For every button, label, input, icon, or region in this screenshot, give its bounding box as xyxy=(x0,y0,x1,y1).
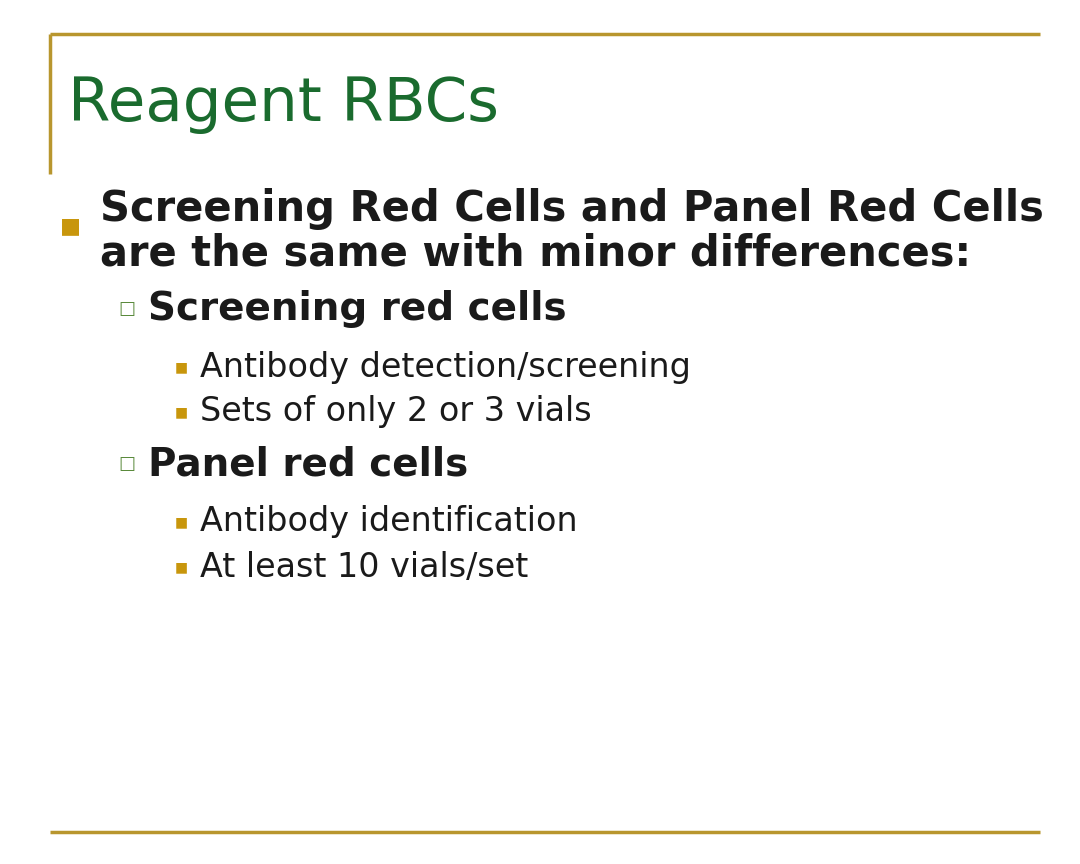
Text: Antibody detection/screening: Antibody detection/screening xyxy=(200,351,691,384)
Text: ■: ■ xyxy=(175,405,188,419)
Text: Screening Red Cells and Panel Red Cells: Screening Red Cells and Panel Red Cells xyxy=(100,188,1044,230)
Text: At least 10 vials/set: At least 10 vials/set xyxy=(200,550,528,583)
Text: Antibody identification: Antibody identification xyxy=(200,505,578,538)
Text: ■: ■ xyxy=(60,216,81,236)
Text: Reagent RBCs: Reagent RBCs xyxy=(68,74,499,134)
Text: ■: ■ xyxy=(175,515,188,529)
Text: are the same with minor differences:: are the same with minor differences: xyxy=(100,233,971,275)
Text: Screening red cells: Screening red cells xyxy=(148,290,567,328)
Text: □: □ xyxy=(118,455,135,473)
Text: □: □ xyxy=(118,300,135,318)
Text: ■: ■ xyxy=(175,560,188,574)
Text: Panel red cells: Panel red cells xyxy=(148,445,469,483)
Text: ■: ■ xyxy=(175,360,188,374)
Text: Sets of only 2 or 3 vials: Sets of only 2 or 3 vials xyxy=(200,396,592,429)
